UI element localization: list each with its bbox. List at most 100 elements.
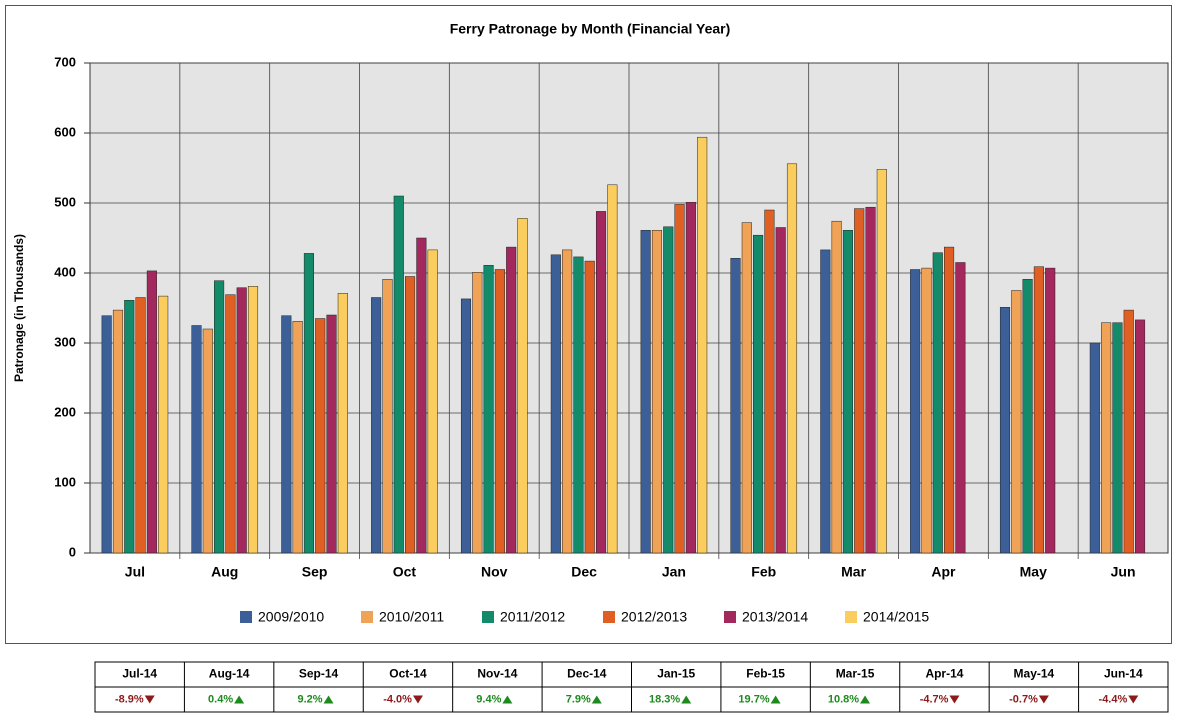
bar <box>236 287 247 554</box>
bar <box>786 163 798 554</box>
bar <box>517 218 528 554</box>
x-tick-label: Nov <box>481 564 508 580</box>
table-change: 9.4% <box>476 693 501 705</box>
bar <box>876 169 887 554</box>
bar <box>775 227 786 554</box>
bar <box>1134 319 1146 554</box>
bar <box>651 230 663 554</box>
legend-swatch <box>240 611 252 623</box>
x-tick-label: Apr <box>931 564 956 580</box>
x-tick-label: Oct <box>393 564 417 580</box>
table-header: Feb-15 <box>746 667 785 681</box>
bar <box>112 309 124 554</box>
bar <box>1123 309 1134 554</box>
bar <box>595 211 607 554</box>
bar <box>225 294 236 554</box>
x-tick-label: Sep <box>302 564 328 580</box>
table-header: Nov-14 <box>477 667 517 681</box>
bar <box>371 297 382 554</box>
legend-swatch <box>603 611 615 623</box>
bar <box>247 286 259 554</box>
bar <box>842 230 853 554</box>
x-tick-label: Dec <box>571 564 597 580</box>
table-header: May-14 <box>1014 667 1055 681</box>
up-arrow <box>234 695 245 704</box>
bar <box>135 297 146 554</box>
bar <box>932 252 943 554</box>
bar <box>101 315 112 554</box>
chart-title: Ferry Patronage by Month (Financial Year… <box>450 21 731 37</box>
y-tick-label: 300 <box>54 334 76 349</box>
table-header: Aug-14 <box>209 667 250 681</box>
down-arrow <box>949 695 960 704</box>
bar <box>1045 267 1056 554</box>
legend-label: 2012/2013 <box>621 609 687 625</box>
table-header: Sep-14 <box>299 667 339 681</box>
bar <box>494 269 505 554</box>
bar <box>685 202 696 554</box>
y-axis-label: Patronage (in Thousands) <box>12 234 26 382</box>
x-tick-label: Aug <box>211 564 238 580</box>
bar <box>303 253 314 554</box>
legend-label: 2011/2012 <box>500 609 565 625</box>
up-arrow <box>502 695 513 704</box>
y-tick-label: 100 <box>54 474 76 489</box>
legend-label: 2013/2014 <box>742 609 808 625</box>
table-change: -4.4% <box>1099 693 1128 705</box>
bar <box>697 136 708 554</box>
bar <box>640 230 651 554</box>
y-tick-label: 400 <box>54 264 76 279</box>
up-arrow <box>681 695 692 704</box>
bar <box>831 220 842 554</box>
bar <box>315 318 326 554</box>
up-arrow <box>591 695 602 704</box>
x-tick-label: May <box>1020 564 1047 580</box>
bar <box>741 222 752 554</box>
bar <box>910 269 921 554</box>
legend-label: 2010/2011 <box>379 609 444 625</box>
down-arrow <box>412 695 423 704</box>
bar <box>865 206 876 554</box>
down-arrow <box>1038 695 1049 704</box>
x-tick-label: Jun <box>1111 564 1136 580</box>
legend-label: 2014/2015 <box>863 609 929 625</box>
table-change: -8.9% <box>115 693 144 705</box>
up-arrow <box>860 695 871 704</box>
table-change: -0.7% <box>1009 693 1038 705</box>
bar <box>1112 322 1123 554</box>
bar <box>427 249 438 554</box>
y-tick-label: 200 <box>54 404 76 419</box>
bar <box>921 267 932 554</box>
bar <box>382 279 393 554</box>
legend-swatch <box>724 611 736 623</box>
bar <box>506 246 517 554</box>
bar <box>674 204 685 554</box>
y-tick-label: 0 <box>69 544 76 559</box>
table-change: 19.7% <box>738 693 769 705</box>
table-header: Mar-15 <box>836 667 875 681</box>
bar <box>753 234 764 554</box>
table-header: Jan-15 <box>657 667 695 681</box>
x-tick-label: Feb <box>751 564 776 580</box>
bar <box>955 262 966 554</box>
down-arrow <box>144 695 155 704</box>
bar <box>854 208 865 554</box>
y-tick-label: 500 <box>54 194 76 209</box>
bar <box>607 184 618 554</box>
table-header: Oct-14 <box>389 667 427 681</box>
table-change: 0.4% <box>208 693 233 705</box>
bar <box>146 270 157 554</box>
bar <box>124 300 135 554</box>
bar <box>944 246 955 554</box>
table-change: 10.8% <box>828 693 859 705</box>
legend-swatch <box>482 611 494 623</box>
bar <box>1022 279 1033 554</box>
bar <box>214 280 225 554</box>
x-tick-label: Jan <box>662 564 686 580</box>
bar <box>337 293 348 554</box>
bar <box>292 321 303 554</box>
table-change: 9.2% <box>297 693 322 705</box>
bar <box>472 272 483 554</box>
